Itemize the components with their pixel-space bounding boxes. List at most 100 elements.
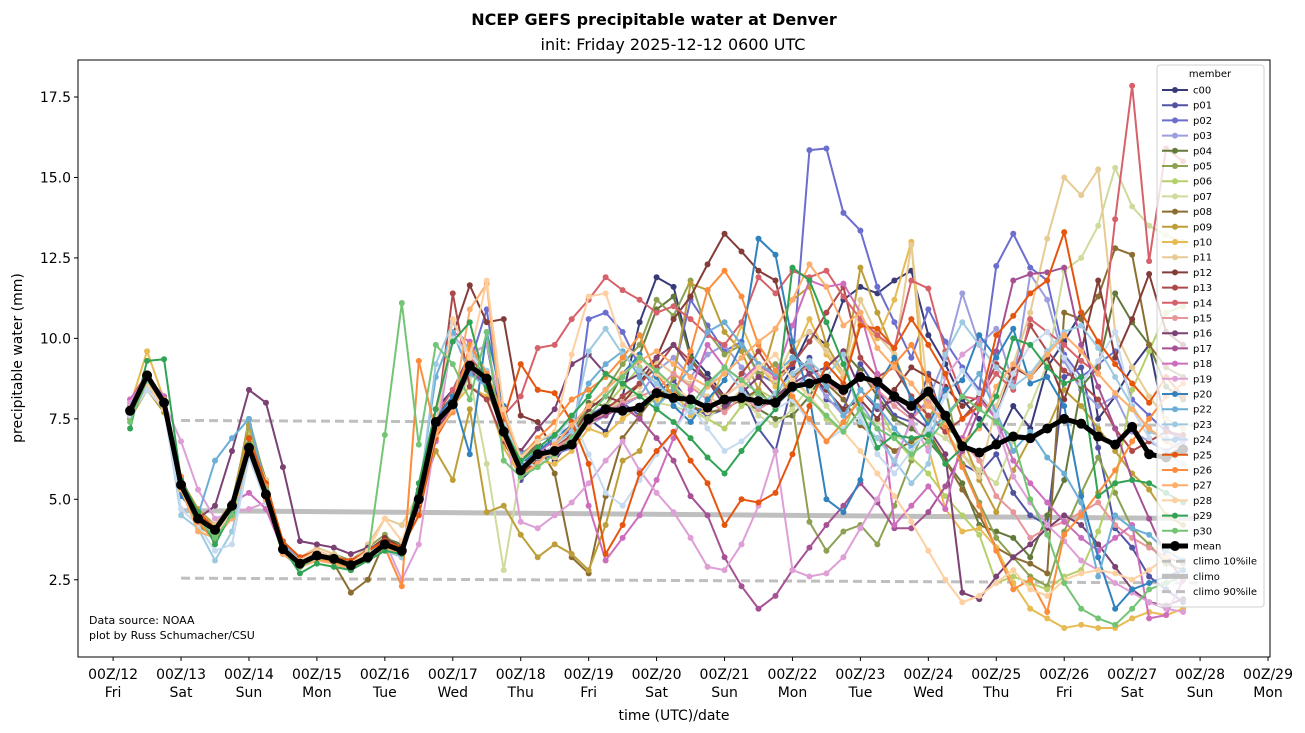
data-point-p27-25 — [551, 441, 558, 448]
data-point-p08-53 — [1027, 560, 1034, 567]
data-point-p02-27 — [585, 316, 592, 323]
data-point-p25-34 — [704, 480, 711, 487]
data-point-p18-53 — [1027, 480, 1034, 487]
legend-label: climo 90%ile — [1193, 587, 1257, 598]
legend-label: p20 — [1193, 390, 1212, 401]
data-point-p20-46 — [908, 396, 915, 403]
data-point-c00-57 — [1095, 415, 1102, 422]
data-point-p11-46 — [908, 242, 915, 249]
data-point-p17-60 — [1146, 515, 1153, 522]
data-point-p23-49 — [959, 319, 966, 326]
data-point-p13-36 — [738, 370, 745, 377]
data-point-p18-27 — [585, 502, 592, 509]
x-tick-day-label: Mon — [1253, 685, 1283, 701]
data-point-mean-26 — [566, 439, 577, 450]
data-point-p22-5 — [212, 457, 219, 464]
data-point-p08-49 — [959, 486, 966, 493]
data-point-p12-55 — [1061, 396, 1068, 403]
data-point-mean-24 — [532, 449, 543, 460]
data-point-p26-52 — [1010, 586, 1017, 593]
data-point-p27-47 — [925, 402, 932, 409]
data-point-p07-22 — [500, 567, 507, 574]
data-point-p19-24 — [534, 525, 541, 532]
legend-item-p25: p25 — [1162, 450, 1212, 461]
data-point-mean-42 — [838, 384, 849, 395]
legend-label: mean — [1193, 542, 1221, 553]
data-point-p09-25 — [551, 541, 558, 548]
legend-label: p09 — [1193, 222, 1212, 233]
data-point-p29-39 — [789, 264, 796, 271]
x-tick-label: 00Z/13 — [156, 667, 206, 683]
data-point-p05-38 — [772, 361, 779, 368]
data-point-p30-18 — [432, 341, 439, 348]
data-point-p25-31 — [653, 448, 660, 455]
data-point-p29-47 — [925, 431, 932, 438]
data-point-p20-42 — [840, 509, 847, 516]
data-point-p13-21 — [483, 396, 490, 403]
data-point-p08-58 — [1112, 245, 1119, 252]
data-point-p23-30 — [636, 367, 643, 374]
data-point-p23-50 — [976, 341, 983, 348]
legend-label: climo 10%ile — [1193, 557, 1257, 568]
data-point-p19-23 — [517, 518, 524, 525]
data-point-p17-55 — [1061, 264, 1068, 271]
data-point-p26-60 — [1146, 415, 1153, 422]
data-point-mean-37 — [753, 396, 764, 407]
legend-label: p26 — [1193, 466, 1212, 477]
data-point-p19-39 — [789, 567, 796, 574]
data-point-p12-60 — [1146, 271, 1153, 278]
data-point-p17-58 — [1112, 425, 1119, 432]
data-point-p29-20 — [466, 319, 473, 326]
data-point-p29-25 — [551, 431, 558, 438]
data-point-p25-43 — [857, 322, 864, 329]
data-point-mean-10 — [294, 558, 305, 569]
legend-label: p12 — [1193, 268, 1212, 279]
data-point-p16-31 — [653, 354, 660, 361]
data-point-p02-45 — [891, 319, 898, 326]
data-point-p25-29 — [619, 522, 626, 529]
data-point-p09-55 — [1061, 386, 1068, 393]
data-point-p26-38 — [772, 367, 779, 374]
data-point-p03-36 — [738, 364, 745, 371]
data-point-p09-43 — [857, 264, 864, 271]
data-point-p22-52 — [1010, 448, 1017, 455]
data-point-p09-27 — [585, 567, 592, 574]
data-point-p19-44 — [874, 496, 881, 503]
data-point-p28-22 — [500, 406, 507, 413]
data-point-p06-59 — [1129, 386, 1136, 393]
y-tick-label: 7.5 — [49, 412, 71, 428]
data-point-p17-47 — [925, 509, 932, 516]
data-point-p29-30 — [636, 393, 643, 400]
data-point-mean-47 — [923, 386, 934, 397]
legend-marker — [1172, 132, 1178, 139]
data-point-p11-57 — [1095, 166, 1102, 173]
data-point-p24-35 — [721, 448, 728, 455]
data-point-c00-50 — [976, 415, 983, 422]
data-point-p17-41 — [823, 522, 830, 529]
data-point-p24-29 — [619, 502, 626, 509]
data-point-p23-31 — [653, 380, 660, 387]
x-tick-day-label: Sat — [170, 685, 193, 701]
data-point-p07-56 — [1078, 254, 1085, 261]
data-point-p26-51 — [993, 547, 1000, 554]
data-point-p22-7 — [245, 415, 252, 422]
data-point-p29-50 — [976, 422, 983, 429]
data-point-p09-56 — [1078, 402, 1085, 409]
x-tick-label: 00Z/26 — [1039, 667, 1089, 683]
data-point-p30-23 — [517, 473, 524, 480]
data-point-p13-29 — [619, 393, 626, 400]
legend-marker — [1172, 239, 1178, 245]
data-point-p22-35 — [721, 319, 728, 326]
data-point-p27-59 — [1129, 406, 1136, 413]
data-point-p23-58 — [1112, 374, 1119, 381]
legend-item-p23: p23 — [1162, 420, 1212, 431]
data-point-p29-29 — [619, 380, 626, 387]
data-point-p18-28 — [602, 557, 609, 564]
data-point-mean-55 — [1059, 413, 1070, 424]
data-point-p02-21 — [483, 306, 490, 313]
data-point-p22-39 — [789, 354, 796, 361]
data-point-p30-6 — [228, 512, 235, 519]
data-point-c00-31 — [653, 274, 660, 281]
data-point-p19-54 — [1044, 522, 1051, 529]
data-point-c00-43 — [857, 283, 864, 290]
